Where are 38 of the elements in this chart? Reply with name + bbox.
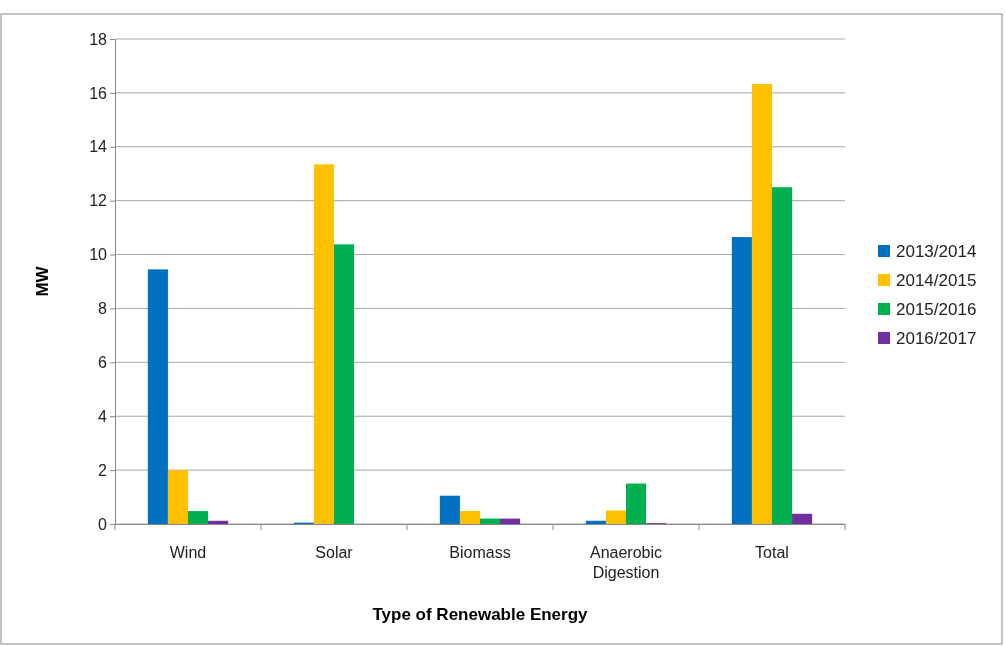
- x-tick-label: Biomass: [449, 544, 511, 561]
- bar: [334, 244, 355, 524]
- x-tick-label: Wind: [169, 544, 207, 561]
- bar: [792, 513, 813, 524]
- bar: [188, 511, 209, 524]
- x-tick-label: Solar: [315, 544, 354, 561]
- y-tick-label: 18: [89, 30, 108, 48]
- bar: [772, 187, 793, 524]
- bar: [605, 510, 626, 524]
- y-tick-label: 14: [89, 138, 108, 156]
- bar: [500, 518, 521, 524]
- bar: [751, 84, 772, 524]
- y-tick-label: 0: [98, 515, 108, 533]
- y-tick-label: 6: [98, 353, 108, 371]
- y-tick-label: 10: [89, 246, 108, 264]
- y-axis-title: MW: [33, 265, 52, 297]
- x-axis-title: Type of Renewable Energy: [372, 605, 589, 624]
- bar: [313, 164, 334, 524]
- bar: [731, 237, 752, 524]
- bar: [439, 495, 460, 524]
- legend-label: 2015/2016: [896, 300, 977, 319]
- bar: [167, 470, 188, 524]
- y-tick-label: 4: [98, 407, 108, 425]
- legend-label: 2014/2015: [896, 271, 977, 290]
- bar: [626, 483, 647, 524]
- x-tick-label: Total: [755, 544, 789, 561]
- bar: [459, 511, 480, 524]
- legend-label: 2013/2014: [896, 242, 977, 261]
- bar: [585, 520, 606, 524]
- y-tick-label: 2: [98, 461, 108, 479]
- y-tick-label: 16: [89, 84, 108, 102]
- bar: [147, 269, 168, 524]
- x-tick-label: Anaerobic Digestion: [589, 544, 663, 581]
- y-tick-label: 8: [98, 300, 108, 318]
- bar: [208, 520, 229, 524]
- legend-label: 2016/2017: [896, 329, 977, 348]
- y-tick-label: 12: [89, 192, 108, 210]
- bar: [480, 518, 501, 524]
